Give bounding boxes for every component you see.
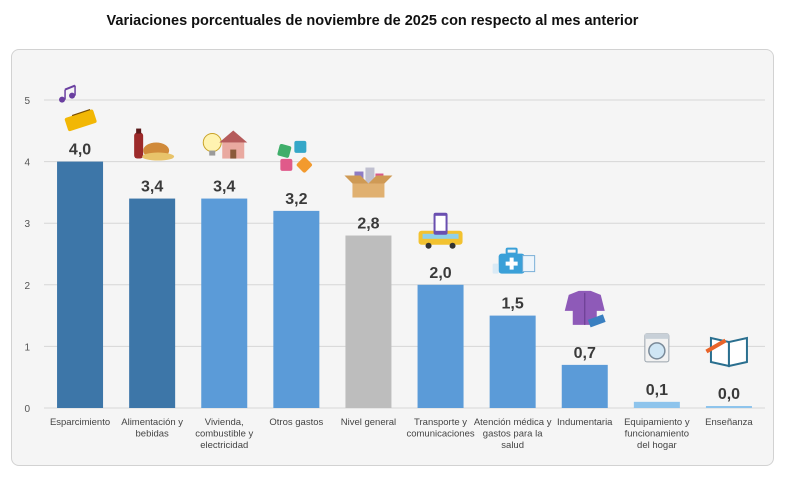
bar	[273, 210, 320, 408]
category-label: Esparcimiento	[50, 417, 110, 428]
y-tick-label: 2	[24, 281, 30, 292]
value-label: 4,0	[69, 142, 91, 159]
washing-machine-icon	[644, 333, 670, 363]
value-label: 3,4	[141, 179, 163, 196]
value-label: 2,8	[357, 216, 379, 233]
y-tick-label: 1	[24, 342, 30, 353]
category-label: Atención médica y gastos para la salud	[474, 417, 552, 451]
category-label: Indumentaria	[557, 417, 613, 428]
category-label: Otros gastos	[269, 417, 323, 428]
category-label: Nivel general	[341, 417, 396, 428]
value-label: 0,7	[574, 345, 596, 362]
bar	[345, 235, 392, 408]
bar	[705, 406, 752, 408]
value-label: 0,1	[646, 382, 668, 399]
category-label: Alimentación y bebidas	[121, 417, 183, 440]
category-label: Equipamiento y funcionamiento del hogar	[624, 417, 690, 451]
bar	[129, 198, 176, 408]
bar	[201, 198, 248, 408]
y-tick-label: 5	[24, 96, 30, 107]
bar	[561, 364, 608, 408]
book-pencil-icon	[705, 336, 748, 368]
category-label: Vivienda, combustible y electricidad	[195, 417, 253, 451]
category-label: Transporte y comunicaciones	[406, 417, 474, 440]
bar	[417, 284, 464, 408]
clothes-icon	[564, 290, 606, 328]
y-tick-label: 0	[24, 404, 30, 415]
ticket-music-icon	[59, 84, 97, 132]
food-drink-icon	[134, 128, 175, 161]
value-label: 0,0	[718, 386, 740, 403]
value-label: 3,4	[213, 179, 235, 196]
value-label: 1,5	[502, 296, 524, 313]
bar	[489, 315, 536, 408]
box-products-icon	[344, 167, 393, 198]
chart-title: Variaciones porcentuales de noviembre de…	[106, 13, 639, 29]
house-bulb-icon	[202, 130, 248, 159]
puzzle-icon	[277, 140, 313, 173]
bar	[633, 401, 680, 408]
bus-phone-icon	[418, 212, 463, 249]
bar	[57, 161, 104, 408]
value-label: 2,0	[429, 265, 451, 282]
medical-kit-icon	[492, 247, 536, 274]
y-tick-label: 3	[24, 219, 30, 230]
value-label: 3,2	[285, 191, 307, 208]
y-tick-label: 4	[24, 158, 30, 169]
category-label: Enseñanza	[705, 417, 753, 428]
